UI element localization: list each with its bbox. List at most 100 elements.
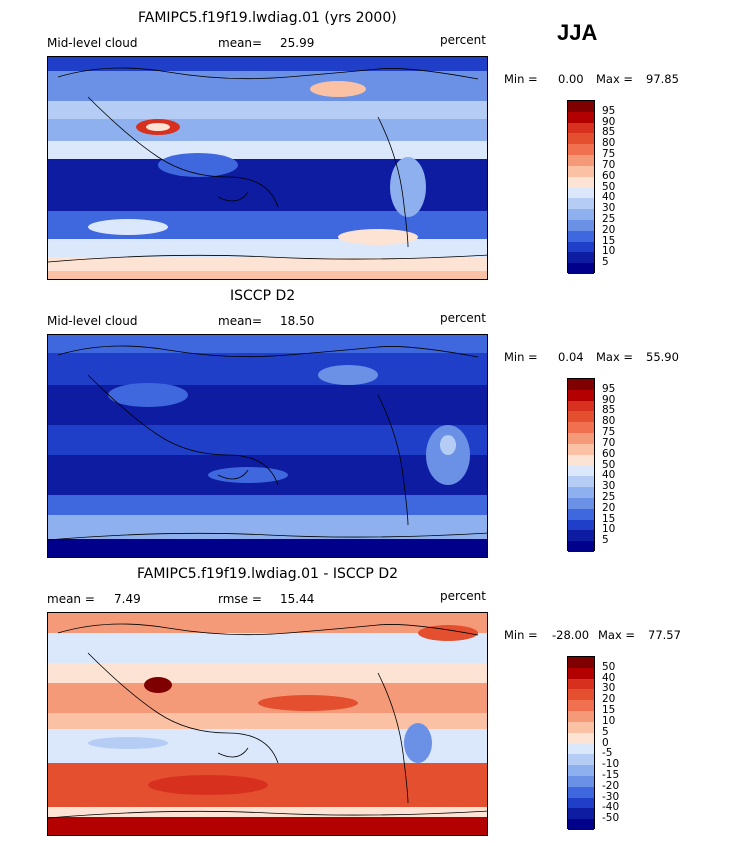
colorbar-segment: [568, 819, 594, 830]
colorbar-segment: [568, 497, 594, 509]
colorbar-tick-label: 75: [602, 148, 616, 161]
panel-2-title: ISCCP D2: [230, 288, 296, 304]
colorbar-segment: [568, 111, 594, 123]
colorbar-segment: [568, 454, 594, 466]
colorbar-tick-label: 75: [602, 426, 616, 439]
colorbar-tick-label: -30: [602, 790, 620, 803]
panel-1-mean-label: mean=: [218, 36, 263, 50]
colorbar-segment: [568, 530, 594, 542]
colorbar-segment: [568, 155, 594, 166]
colorbar-tick-label: 5: [602, 725, 609, 738]
panel-1-title: FAMIPC5.f19f19.lwdiag.01 (yrs 2000): [138, 10, 397, 26]
colorbar-tick-label: 80: [602, 137, 616, 150]
panel-2-min-value: 0.04: [558, 350, 584, 364]
colorbar-segment: [568, 433, 594, 444]
colorbar-segment: [568, 187, 594, 199]
colorbar-segment: [568, 219, 594, 231]
panel-3-map: [47, 612, 488, 836]
panel-2-min-label: Min =: [504, 350, 538, 364]
colorbar-segment: [568, 209, 594, 220]
panel-3-rmse-value: 15.44: [280, 592, 315, 606]
panel-3-title: FAMIPC5.f19f19.lwdiag.01 - ISCCP D2: [137, 566, 399, 582]
colorbar-segment: [568, 700, 594, 712]
colorbar-segment: [568, 133, 594, 145]
panel-3-map-graphic: [48, 613, 487, 835]
colorbar-tick-label: 50: [602, 458, 616, 471]
panel-3-mean-value: 7.49: [114, 592, 141, 606]
colorbar-segment: [568, 101, 594, 112]
panel-1-map: [47, 56, 488, 280]
panel-2-variable-label: Mid-level cloud: [47, 314, 138, 328]
colorbar-tick-label: -5: [602, 747, 613, 760]
panel-3-rmse-label: rmse =: [218, 592, 262, 606]
colorbar-segment: [568, 476, 594, 488]
colorbar-segment: [568, 732, 594, 744]
colorbar-segment: [568, 400, 594, 412]
panel-1-min-label: Min =: [504, 72, 538, 86]
colorbar-tick-label: 40: [602, 671, 616, 684]
colorbar-tick-label: 15: [602, 512, 616, 525]
colorbar-tick-label: 25: [602, 490, 616, 503]
season-label: JJA: [557, 20, 598, 45]
colorbar-segment: [568, 786, 594, 798]
colorbar-segment: [568, 165, 594, 177]
colorbar-segment: [568, 743, 594, 755]
colorbar-segment: [568, 508, 594, 520]
panel-3-max-value: 77.57: [648, 628, 681, 642]
colorbar-tick-label: 90: [602, 393, 616, 406]
panel-2-map: [47, 334, 488, 558]
colorbar-segment: [568, 487, 594, 498]
colorbar-segment: [568, 422, 594, 434]
colorbar-segment: [568, 230, 594, 242]
panel-1-max-label: Max =: [596, 72, 634, 86]
panel-1-max-value: 97.85: [646, 72, 679, 86]
colorbar-tick-label: 85: [602, 126, 616, 139]
colorbar-tick-label: 50: [602, 660, 616, 673]
colorbar-segment: [568, 754, 594, 766]
colorbar-segment: [568, 176, 594, 188]
colorbar-segment: [568, 465, 594, 477]
colorbar-segment: [568, 144, 594, 156]
colorbar-tick-label: 5: [602, 534, 609, 547]
colorbar-tick-label: 10: [602, 714, 616, 727]
colorbar-tick-label: -40: [602, 801, 620, 814]
colorbar-segment: [568, 797, 594, 809]
colorbar-tick-label: 50: [602, 180, 616, 193]
panel-3-max-label: Max =: [598, 628, 636, 642]
colorbar-tick-label: 30: [602, 480, 616, 493]
colorbar-tick-label: 95: [602, 104, 616, 117]
panel-2-units: percent: [440, 311, 486, 325]
panel-1-colorbar: [567, 100, 595, 274]
panel-2-colorbar: [567, 378, 595, 552]
colorbar-tick-label: 40: [602, 469, 616, 482]
colorbar-segment: [568, 389, 594, 401]
panel-3-min-value: -28.00: [552, 628, 590, 642]
panel-2-mean-label: mean=: [218, 314, 263, 328]
colorbar-segment: [568, 263, 594, 274]
colorbar-tick-label: 80: [602, 415, 616, 428]
colorbar-tick-label: 30: [602, 682, 616, 695]
colorbar-segment: [568, 379, 594, 390]
colorbar-segment: [568, 252, 594, 264]
colorbar-tick-label: 60: [602, 169, 616, 182]
colorbar-segment: [568, 443, 594, 455]
colorbar-tick-label: -15: [602, 768, 620, 781]
colorbar-segment: [568, 122, 594, 134]
colorbar-segment: [568, 721, 594, 733]
colorbar-tick-label: 95: [602, 382, 616, 395]
colorbar-tick-label: -10: [602, 758, 620, 771]
colorbar-tick-label: 70: [602, 158, 616, 171]
panel-1-variable-label: Mid-level cloud: [47, 36, 138, 50]
panel-2-mean-value: 18.50: [280, 314, 315, 328]
panel-1-map-graphic: [48, 57, 487, 279]
panel-3-units: percent: [440, 589, 486, 603]
colorbar-tick-label: 90: [602, 115, 616, 128]
colorbar-segment: [568, 519, 594, 531]
colorbar-tick-label: 15: [602, 234, 616, 247]
colorbar-segment: [568, 241, 594, 253]
colorbar-segment: [568, 765, 594, 776]
colorbar-tick-label: 20: [602, 501, 616, 514]
colorbar-tick-label: -20: [602, 779, 620, 792]
colorbar-tick-label: 30: [602, 202, 616, 215]
panel-2-max-label: Max =: [596, 350, 634, 364]
